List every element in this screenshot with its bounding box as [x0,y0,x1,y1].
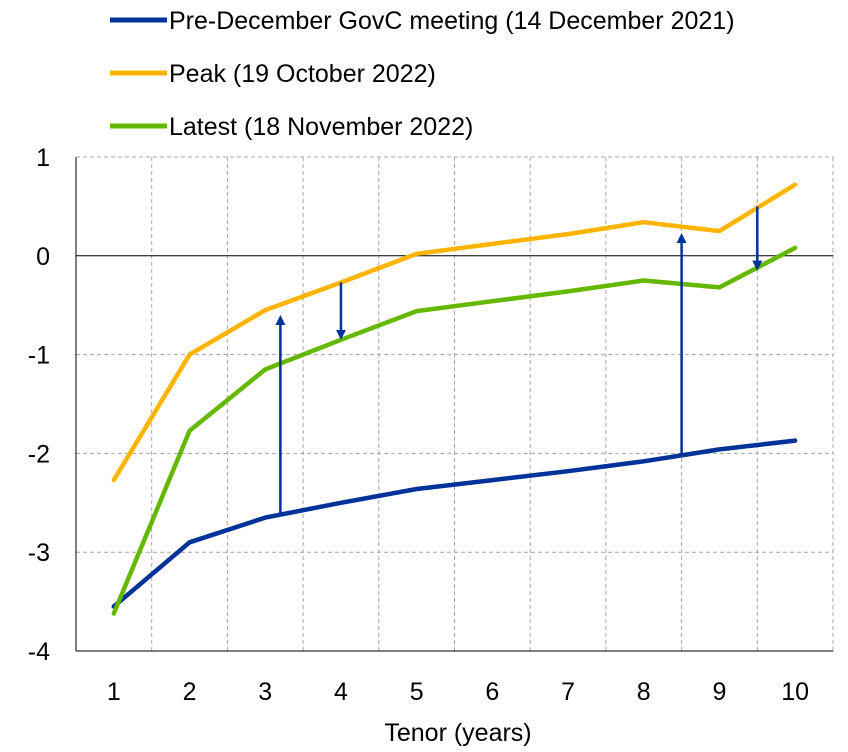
legend-label-2: Peak (19 October 2022) [169,60,436,88]
y-tick-label: -2 [28,440,50,468]
series-line-2 [111,182,798,483]
y-tick-label: -4 [28,638,50,666]
y-tick-label: -1 [28,342,50,370]
legend-label-3: Latest (18 November 2022) [169,113,473,141]
x-tick-label: 2 [183,678,197,706]
x-tick-label: 5 [410,678,424,706]
y-tick-label: 0 [36,243,50,271]
x-tick-label: 9 [712,678,726,706]
y-tick-label: 1 [36,144,50,172]
x-tick-label: 4 [334,678,348,706]
legend-label-1: Pre-December GovC meeting (14 December 2… [169,7,735,35]
y-tick-label: -3 [28,539,50,567]
x-tick-label: 1 [107,678,121,706]
x-tick-label: 10 [781,678,809,706]
x-tick-label: 7 [561,678,575,706]
x-tick-label: 3 [258,678,272,706]
x-tick-label: 6 [485,678,499,706]
axes [75,157,833,652]
annotation-arrows [275,206,763,515]
x-axis-title: Tenor (years) [384,719,531,747]
tick-labels: 10-1-2-3-41 2 3 4 5 6 7 8 9 10 [28,144,809,706]
legend: Pre-December GovC meeting (14 December 2… [110,7,735,141]
x-tick-label: 8 [637,678,651,706]
